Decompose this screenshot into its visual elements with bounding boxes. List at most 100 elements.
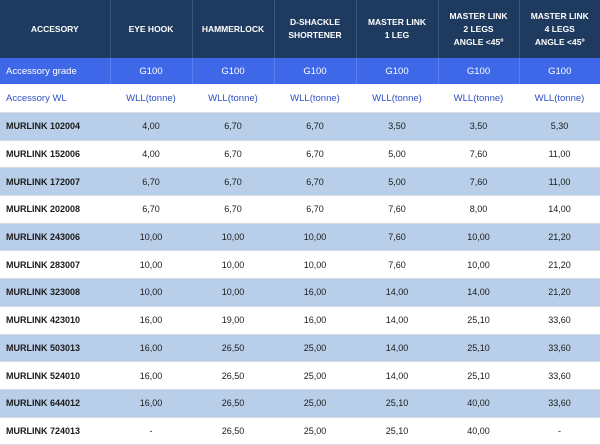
- table-cell: 7,60: [438, 140, 519, 169]
- table-row: MURLINK 644012 16,00 26,50 25,00 25,10 40,00 3…: [0, 389, 600, 418]
- table-cell: 7,60: [356, 223, 438, 252]
- table-cell: 6,70: [192, 112, 274, 141]
- table-cell: 10,00: [438, 250, 519, 280]
- header-hammerlock: HAMMERLOCK: [192, 0, 275, 58]
- header-accesory: ACCESORY: [0, 0, 111, 58]
- table-cell: 25,10: [356, 389, 438, 418]
- table-cell: 16,00: [274, 278, 356, 307]
- table-cell: 19,00: [192, 306, 274, 335]
- table-cell: 4,00: [110, 112, 192, 141]
- table-cell: 40,00: [438, 389, 519, 418]
- table-row: MURLINK 283007 10,00 10,00 10,00 7,60 10,00 21…: [0, 250, 600, 280]
- row-label: MURLINK 243006: [0, 223, 110, 252]
- table-cell: 6,70: [192, 195, 274, 224]
- grade-cell: G100: [192, 58, 275, 84]
- row-label: MURLINK 423010: [0, 306, 110, 335]
- table-cell: 33,60: [519, 306, 600, 335]
- wl-cell: WLL(tonne): [192, 84, 274, 113]
- table-cell: -: [110, 417, 192, 445]
- table-row: MURLINK 724013-26,50 25,00 25,10 40,00-: [0, 417, 600, 445]
- header-master-link-2-legs: MASTER LINK 2 LEGS ANGLE <45º: [438, 0, 520, 58]
- table-cell: 25,10: [438, 334, 519, 363]
- grade-row: Accessory grade G100 G100 G100 G100 G100…: [0, 58, 600, 84]
- table-cell: 10,00: [110, 223, 192, 252]
- table-row: MURLINK 524010 16,00 26,50 25,00 14,00 25,10 3…: [0, 361, 600, 390]
- wl-label: Accessory WL: [0, 84, 110, 113]
- grade-label: Accessory grade: [0, 58, 111, 84]
- table-cell: 5,00: [356, 140, 438, 169]
- table-cell: 10,00: [438, 223, 519, 252]
- wl-cell: WLL(tonne): [110, 84, 192, 113]
- table-cell: 6,70: [110, 195, 192, 224]
- table-cell: 16,00: [110, 361, 192, 390]
- table-cell: 26,50: [192, 361, 274, 390]
- header-row: ACCESORY EYE HOOK HAMMERLOCK D-SHACKLE SH…: [0, 0, 600, 58]
- table-cell: 16,00: [110, 389, 192, 418]
- table-cell: 6,70: [274, 167, 356, 197]
- table-cell: 6,70: [110, 167, 192, 197]
- table-cell: 3,50: [438, 112, 519, 141]
- table-cell: 11,00: [519, 167, 600, 197]
- row-label: MURLINK 644012: [0, 389, 110, 418]
- table-cell: 16,00: [110, 306, 192, 335]
- table-row: MURLINK 423010 16,00 19,00 16,00 14,00 25,10 3…: [0, 306, 600, 335]
- table-cell: 16,00: [110, 334, 192, 363]
- table-row: MURLINK 243006 10,00 10,00 10,00 7,60 10,00 21…: [0, 223, 600, 252]
- table-cell: 10,00: [274, 250, 356, 280]
- table-cell: 25,00: [274, 334, 356, 363]
- table-row: MURLINK 503013 16,00 26,50 25,00 14,00 25,10 3…: [0, 334, 600, 363]
- table-cell: 10,00: [192, 250, 274, 280]
- table-cell: 10,00: [192, 223, 274, 252]
- table-row: MURLINK 202008 6,70 6,70 6,70 7,60 8,00 14,00: [0, 195, 600, 224]
- table-cell: 25,00: [274, 389, 356, 418]
- header-master-link-1-leg: MASTER LINK 1 LEG: [356, 0, 439, 58]
- table-cell: 7,60: [356, 195, 438, 224]
- table-cell: 25,10: [356, 417, 438, 445]
- table-cell: 6,70: [274, 140, 356, 169]
- table-cell: 25,00: [274, 417, 356, 445]
- table-cell: 33,60: [519, 361, 600, 390]
- header-master-link-4-legs: MASTER LINK 4 LEGS ANGLE <45º: [519, 0, 600, 58]
- table-cell: 14,00: [438, 278, 519, 307]
- table-cell: 10,00: [192, 278, 274, 307]
- table-cell: 21,20: [519, 223, 600, 252]
- table-cell: 10,00: [274, 223, 356, 252]
- table-cell: 7,60: [438, 167, 519, 197]
- table-cell: 6,70: [274, 112, 356, 141]
- table-cell: 6,70: [192, 167, 274, 197]
- row-label: MURLINK 724013: [0, 417, 110, 445]
- row-label: MURLINK 524010: [0, 361, 110, 390]
- table-cell: 10,00: [110, 250, 192, 280]
- table-cell: 7,60: [356, 250, 438, 280]
- row-label: MURLINK 202008: [0, 195, 110, 224]
- table-cell: 3,50: [356, 112, 438, 141]
- table-cell: 11,00: [519, 140, 600, 169]
- grade-cell: G100: [438, 58, 520, 84]
- table-cell: 10,00: [110, 278, 192, 307]
- table-cell: 25,10: [438, 306, 519, 335]
- wl-cell: WLL(tonne): [356, 84, 438, 113]
- row-label: MURLINK 323008: [0, 278, 110, 307]
- header-eye-hook: EYE HOOK: [110, 0, 193, 58]
- header-d-shackle-shortener: D-SHACKLE SHORTENER: [274, 0, 357, 58]
- table-cell: 5,30: [519, 112, 600, 141]
- table-cell: 6,70: [274, 195, 356, 224]
- table-cell: 33,60: [519, 334, 600, 363]
- table-cell: 25,10: [438, 361, 519, 390]
- table-cell: 4,00: [110, 140, 192, 169]
- table-cell: 26,50: [192, 389, 274, 418]
- row-label: MURLINK 102004: [0, 112, 110, 141]
- table-cell: 14,00: [356, 361, 438, 390]
- table-cell: 14,00: [356, 306, 438, 335]
- grade-cell: G100: [110, 58, 193, 84]
- table-cell: 14,00: [519, 195, 600, 224]
- wl-cell: WLL(tonne): [519, 84, 600, 113]
- wl-cell: WLL(tonne): [438, 84, 519, 113]
- table-cell: 14,00: [356, 278, 438, 307]
- table-cell: 21,20: [519, 250, 600, 280]
- table-cell: 14,00: [356, 334, 438, 363]
- grade-cell: G100: [274, 58, 357, 84]
- table-cell: 5,00: [356, 167, 438, 197]
